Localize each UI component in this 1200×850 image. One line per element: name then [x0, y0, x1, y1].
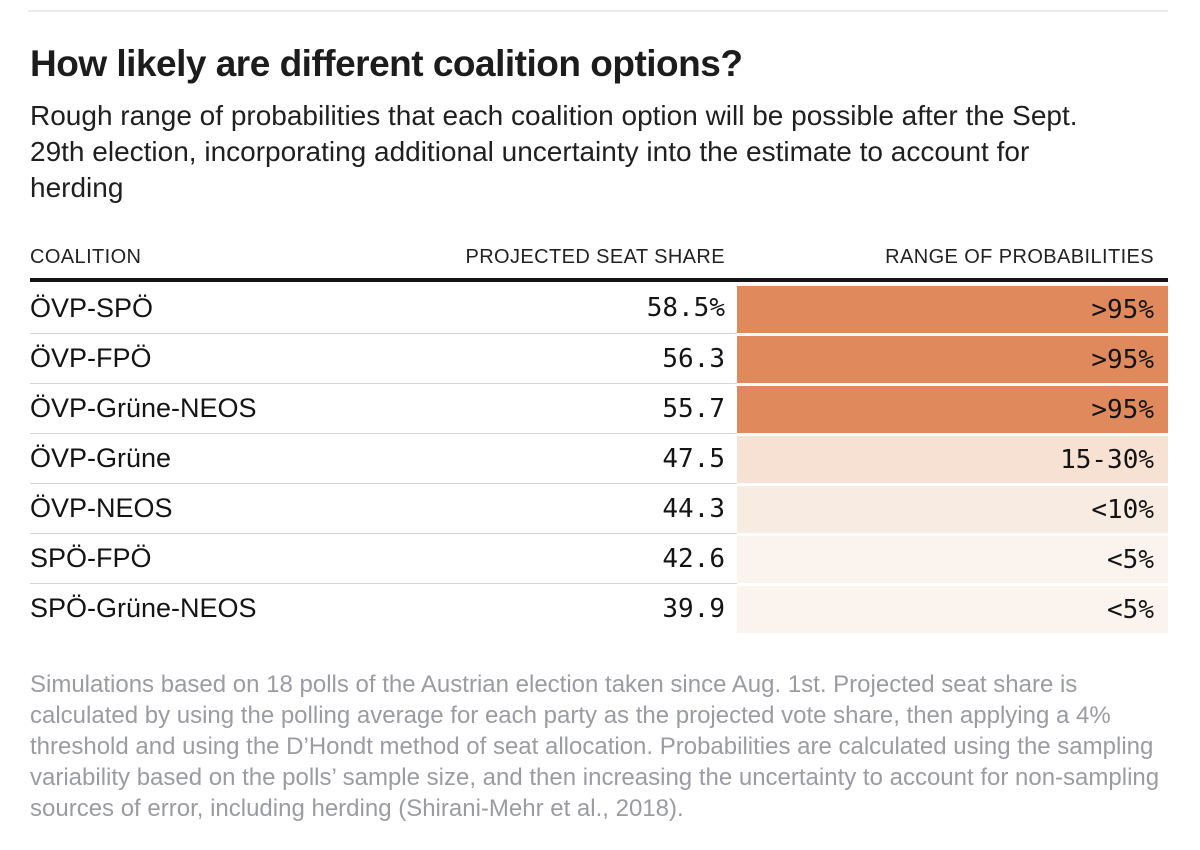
probability-cell: <5% — [737, 533, 1168, 583]
seat-share-value: 42.6 — [430, 533, 737, 583]
seat-share-value: 39.9 — [430, 583, 737, 633]
table-row: ÖVP-NEOS 44.3 <10% — [30, 483, 1168, 533]
coalition-name: SPÖ-FPÖ — [30, 533, 430, 583]
coalition-name: ÖVP-FPÖ — [30, 333, 430, 383]
table-row: ÖVP-Grüne-NEOS 55.7 >95% — [30, 383, 1168, 433]
coalition-name: ÖVP-Grüne-NEOS — [30, 383, 430, 433]
seat-share-value: 56.3 — [430, 333, 737, 383]
table-row: SPÖ-Grüne-NEOS 39.9 <5% — [30, 583, 1168, 633]
seat-share-value: 55.7 — [430, 383, 737, 433]
probability-cell: >95% — [737, 383, 1168, 433]
coalition-name: ÖVP-SPÖ — [30, 292, 154, 323]
seat-share-value: 44.3 — [430, 483, 737, 533]
column-header-seat-share: PROJECTED SEAT SHARE — [465, 246, 725, 268]
seat-share-value: 58.5% — [646, 293, 725, 323]
coalition-name: ÖVP-Grüne — [30, 433, 430, 483]
table-row: ÖVP-SPÖ 58.5% >95% — [30, 283, 1168, 333]
source-footnote: Simulations based on 18 polls of the Aus… — [30, 671, 1160, 822]
top-divider — [28, 10, 1168, 12]
probability-cell: <5% — [737, 583, 1168, 633]
column-header-coalition: COALITION — [30, 246, 142, 268]
probability-cell: >95% — [737, 333, 1168, 383]
table-row: ÖVP-Grüne 47.5 15-30% — [30, 433, 1168, 483]
seat-share-value: 47.5 — [430, 433, 737, 483]
table-header-row: COALITION PROJECTED SEAT SHARE RANGE OF … — [30, 246, 1168, 282]
probability-cell: <10% — [737, 483, 1168, 533]
coalition-table: COALITION PROJECTED SEAT SHARE RANGE OF … — [30, 246, 1168, 633]
probability-cell: >95% — [737, 283, 1168, 333]
column-header-probabilities: RANGE OF PROBABILITIES — [885, 246, 1154, 268]
coalition-name: ÖVP-NEOS — [30, 483, 430, 533]
table-row: SPÖ-FPÖ 42.6 <5% — [30, 533, 1168, 583]
page-subtitle: Rough range of probabilities that each c… — [30, 100, 1078, 203]
table-row: ÖVP-FPÖ 56.3 >95% — [30, 333, 1168, 383]
page-title: How likely are different coalition optio… — [30, 43, 743, 84]
table-body: ÖVP-SPÖ 58.5% >95% ÖVP-FPÖ 56.3 >95% ÖVP… — [30, 283, 1168, 633]
probability-cell: 15-30% — [737, 433, 1168, 483]
coalition-name: SPÖ-Grüne-NEOS — [30, 583, 430, 633]
chart-container: How likely are different coalition optio… — [30, 43, 1168, 824]
